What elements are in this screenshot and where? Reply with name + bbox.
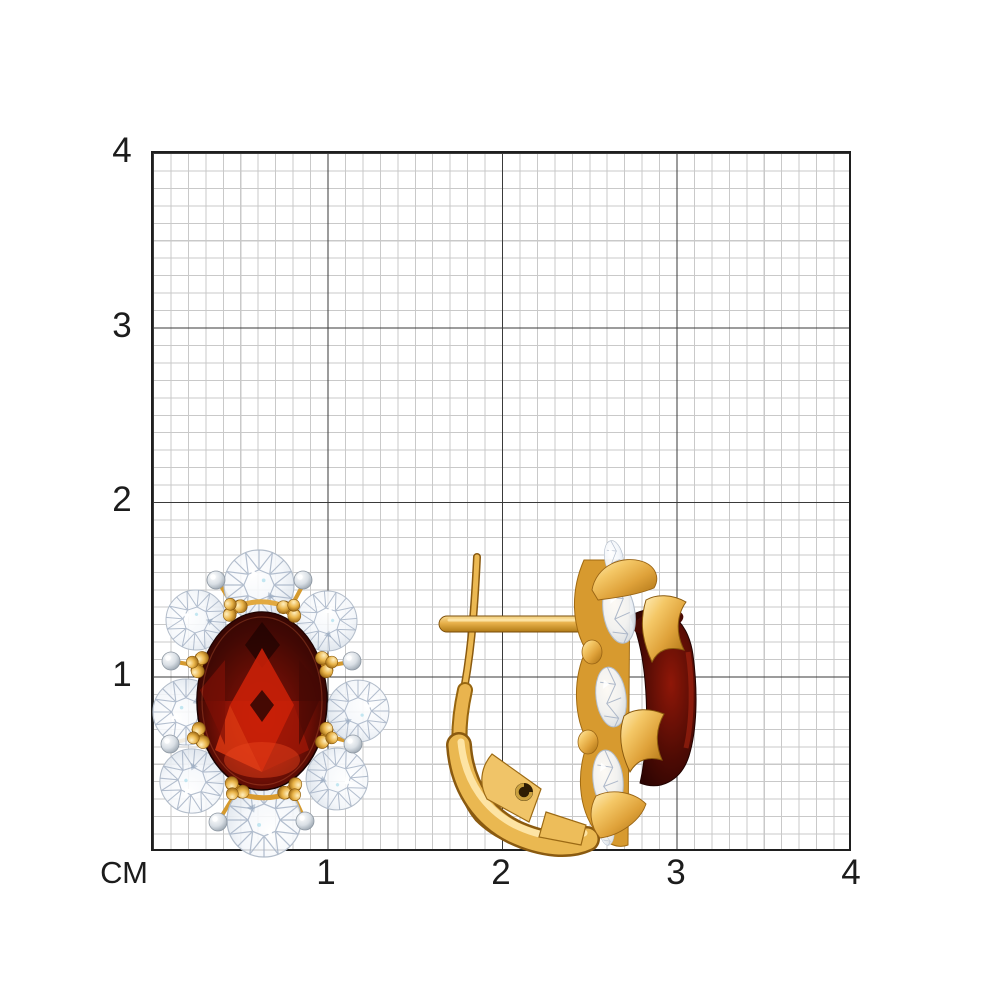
left-axis-label-2: 2	[112, 480, 132, 519]
bottom-axis-label-4: 4	[841, 853, 861, 892]
left-axis-label-4: 4	[112, 131, 132, 170]
measurement-grid	[151, 151, 851, 851]
bottom-axis-label-3: 3	[666, 853, 686, 892]
left-axis-label-1: 1	[112, 655, 132, 694]
left-axis-label-3: 3	[112, 306, 132, 345]
unit-label-cm: СМ	[100, 855, 148, 890]
bottom-axis-label-2: 2	[491, 853, 511, 892]
bottom-axis-label-1: 1	[316, 853, 336, 892]
